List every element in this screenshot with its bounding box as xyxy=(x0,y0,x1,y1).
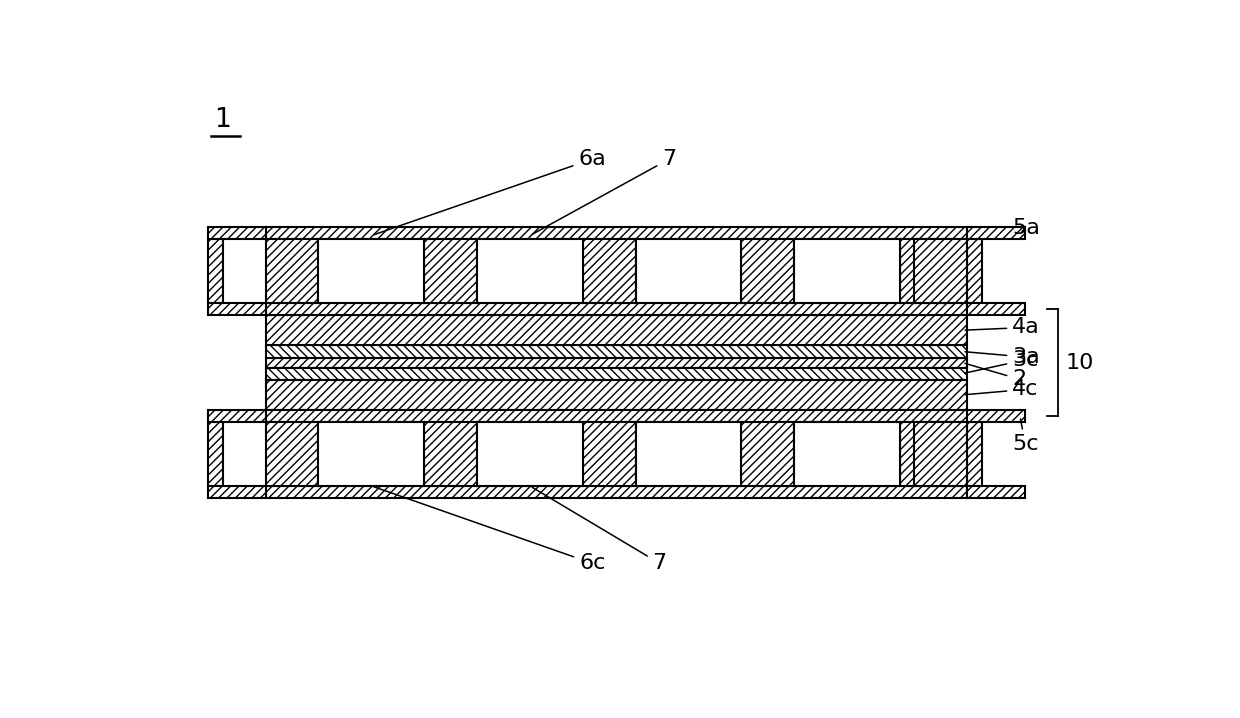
Bar xyxy=(967,239,982,303)
Text: 6a: 6a xyxy=(373,149,606,235)
Bar xyxy=(265,315,967,345)
Text: 2: 2 xyxy=(965,363,1027,389)
Text: 7: 7 xyxy=(532,149,676,234)
Bar xyxy=(900,422,952,486)
Text: 1: 1 xyxy=(215,107,232,133)
Bar xyxy=(208,486,265,498)
Text: 5c: 5c xyxy=(1012,419,1039,454)
Text: 4a: 4a xyxy=(965,317,1040,337)
Text: 3c: 3c xyxy=(965,350,1039,373)
Bar xyxy=(967,486,1024,498)
Bar xyxy=(208,227,265,239)
Bar xyxy=(794,422,900,486)
Bar xyxy=(914,239,967,303)
Bar xyxy=(265,368,967,380)
Text: 4c: 4c xyxy=(965,379,1039,399)
Text: 7: 7 xyxy=(532,488,667,574)
Bar xyxy=(477,422,583,486)
Text: 5a: 5a xyxy=(1012,218,1040,238)
Bar xyxy=(424,422,477,486)
Bar xyxy=(900,239,952,303)
Text: 3a: 3a xyxy=(965,347,1040,367)
Text: 6c: 6c xyxy=(373,487,605,574)
Bar xyxy=(265,380,967,410)
Bar xyxy=(265,422,319,486)
Bar xyxy=(636,239,742,303)
Bar xyxy=(914,422,967,486)
Bar xyxy=(477,239,583,303)
Bar xyxy=(265,358,967,368)
Bar xyxy=(208,303,265,315)
Bar xyxy=(742,239,794,303)
Bar xyxy=(742,422,794,486)
Text: 10: 10 xyxy=(1066,353,1095,373)
Bar xyxy=(583,239,635,303)
Bar xyxy=(319,239,424,303)
Bar xyxy=(794,239,900,303)
Bar xyxy=(583,422,635,486)
Bar xyxy=(208,239,223,303)
Bar xyxy=(967,227,1024,239)
Bar xyxy=(265,239,319,303)
Bar xyxy=(967,422,982,486)
Bar xyxy=(265,227,967,239)
Bar xyxy=(319,422,424,486)
Bar xyxy=(636,422,742,486)
Bar xyxy=(967,303,1024,315)
Bar xyxy=(265,486,967,498)
Bar xyxy=(265,303,967,315)
Bar xyxy=(967,410,1024,422)
Bar xyxy=(265,345,967,358)
Bar xyxy=(424,239,477,303)
Bar xyxy=(208,410,265,422)
Bar xyxy=(265,410,967,422)
Bar xyxy=(208,422,223,486)
